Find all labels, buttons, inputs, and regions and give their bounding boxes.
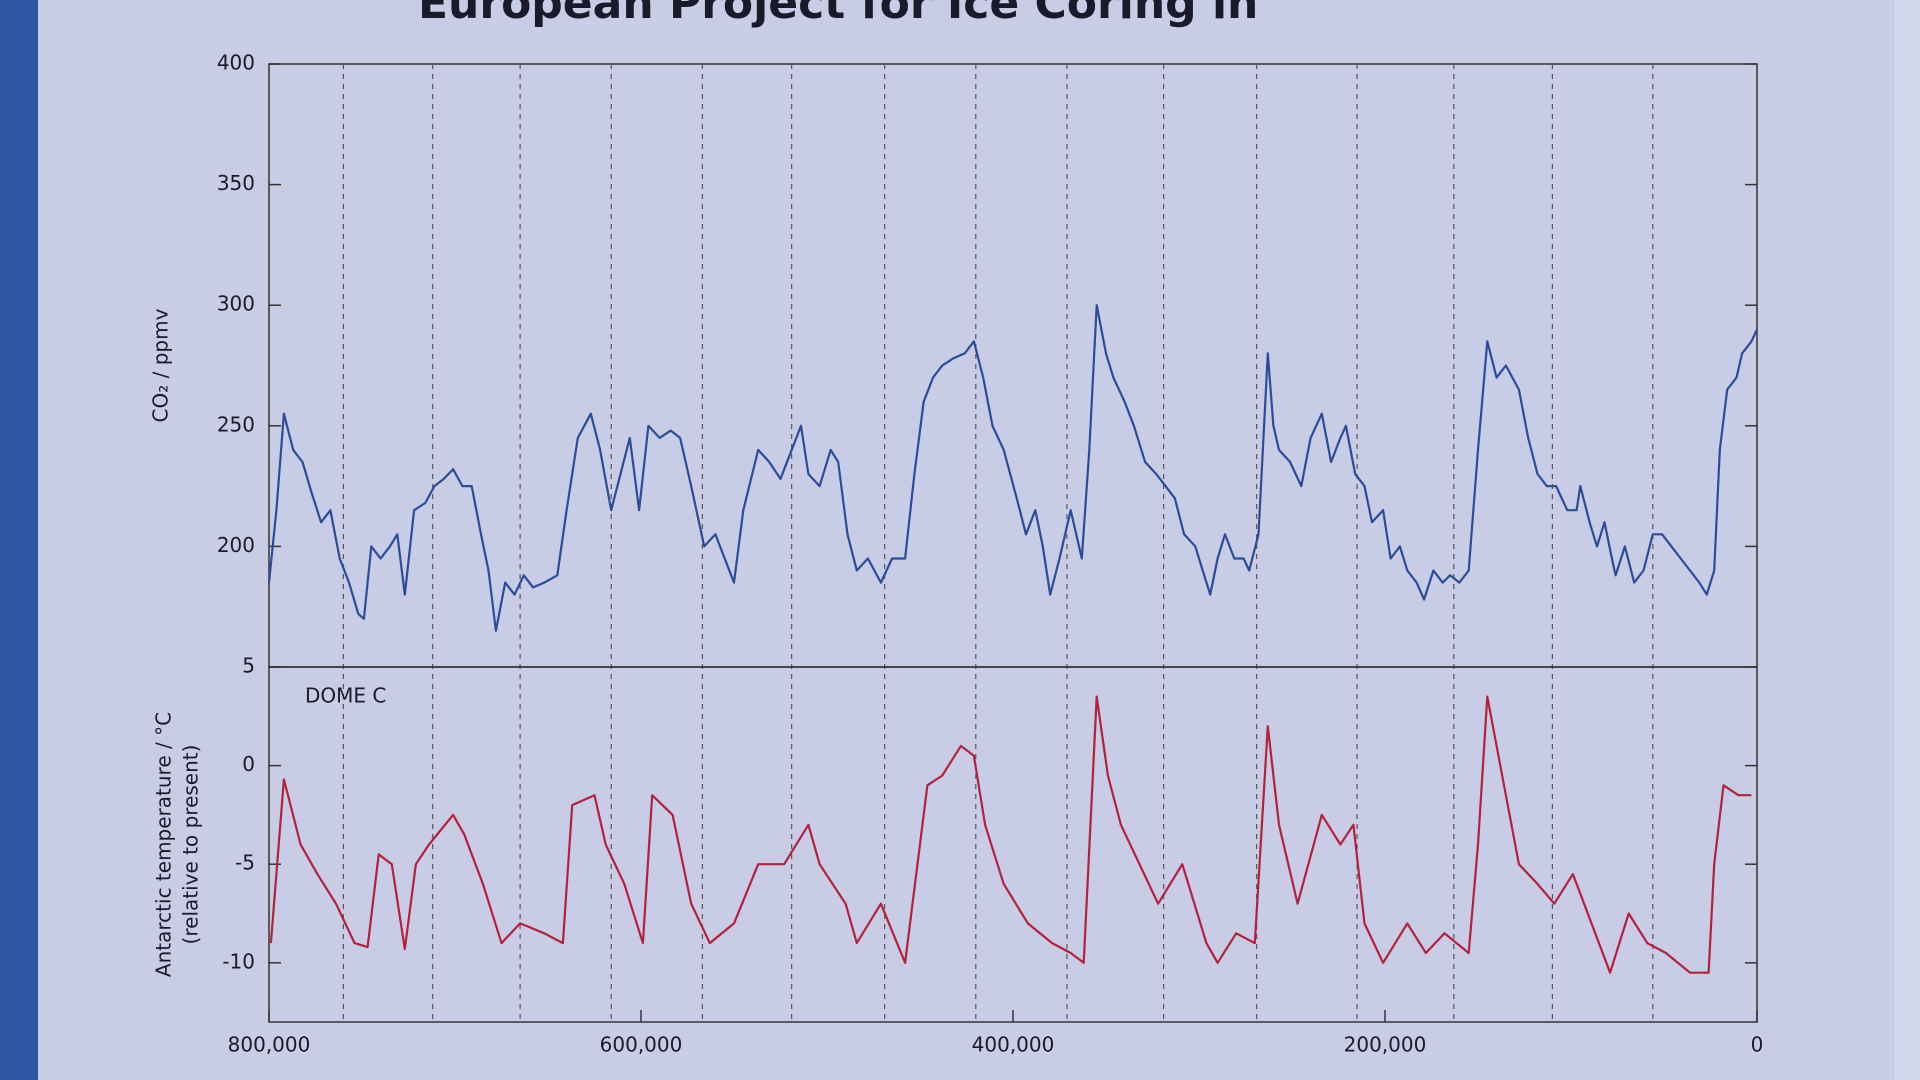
plot-frame: [268, 63, 1758, 668]
y-tick-label: 0: [242, 752, 255, 776]
y-tick-label: 400: [217, 51, 255, 75]
y-tick-label: 250: [217, 412, 255, 436]
y-axis-label: Antarctic temperature / °C: [152, 712, 176, 977]
slide-edge: [1895, 0, 1920, 1080]
y-tick-label: 200: [217, 533, 255, 557]
annotation: DOME C: [305, 684, 386, 708]
y-tick-label: -5: [235, 851, 255, 875]
data-line: [267, 304, 1758, 632]
x-tick-label: 800,000: [228, 1033, 311, 1057]
y-axis-label: CO₂ / ppmv: [149, 308, 173, 422]
x-tick-label: 600,000: [600, 1033, 683, 1057]
y-tick-label: 300: [217, 292, 255, 316]
x-tick-label: 200,000: [1344, 1033, 1427, 1057]
y-tick-label: 5: [242, 654, 255, 678]
chart-title: European Project for Ice Coring in: [418, 0, 1258, 29]
y-tick-label: -10: [222, 949, 255, 973]
slide-edge: [0, 0, 38, 1080]
y-tick-label: 350: [217, 171, 255, 195]
plot-frame: [268, 666, 1758, 1023]
x-tick-label: 400,000: [972, 1033, 1055, 1057]
y-axis-label: (relative to present): [179, 745, 203, 945]
data-line: [269, 695, 1752, 974]
x-tick-label: 0: [1751, 1033, 1764, 1057]
